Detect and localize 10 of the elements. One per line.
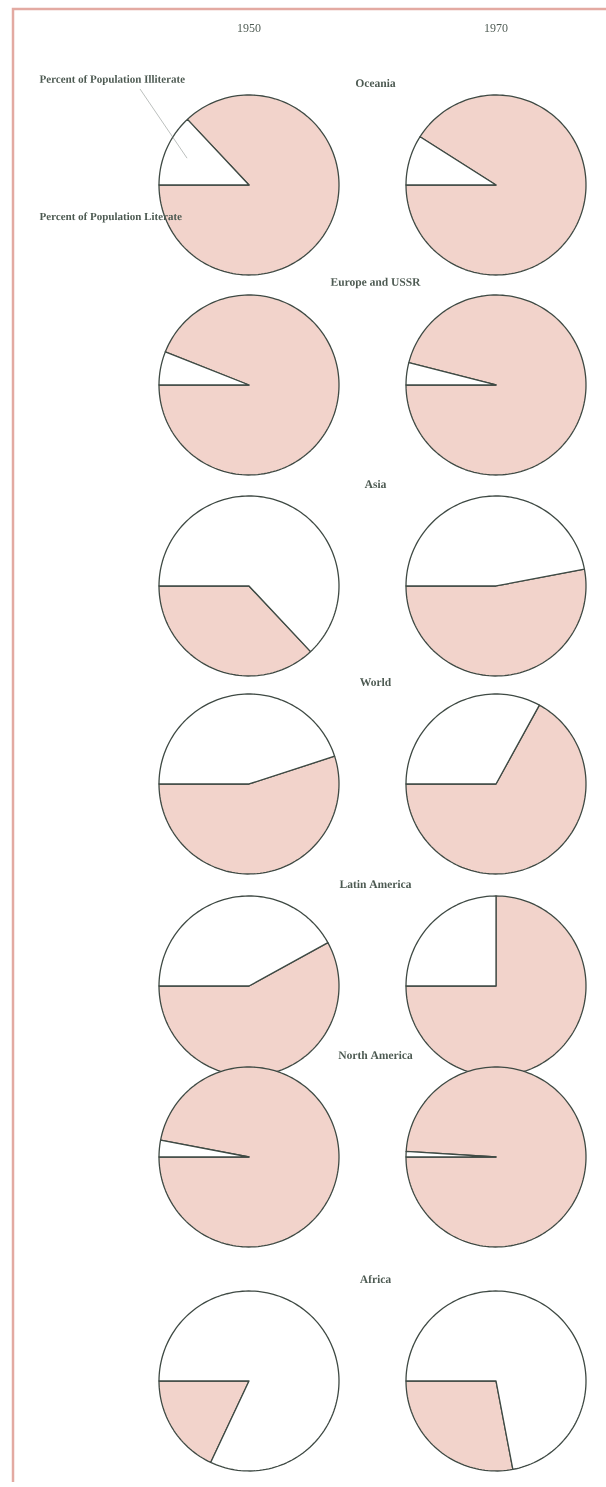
chart-subtitle: 1970 [485, 23, 508, 33]
chart-subtitle: 1950 [238, 23, 261, 33]
text: Europe and USSR [330, 277, 421, 289]
text: World [360, 677, 392, 687]
text: Oceania [355, 78, 396, 88]
text: Latin America [339, 879, 412, 889]
text: Asia [364, 479, 387, 489]
text: Africa [359, 1274, 391, 1284]
slice-label: Percent of Population Illiterate [39, 74, 185, 86]
text: North America [338, 1050, 413, 1060]
